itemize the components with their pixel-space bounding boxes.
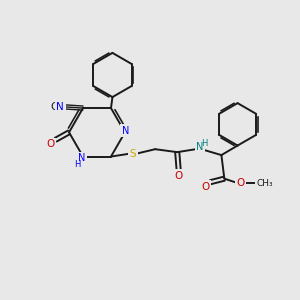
Text: N: N bbox=[122, 126, 129, 136]
Text: O: O bbox=[175, 171, 183, 181]
Text: H: H bbox=[74, 160, 81, 169]
Text: H: H bbox=[201, 139, 208, 148]
Text: O: O bbox=[236, 178, 245, 188]
Text: N: N bbox=[196, 142, 204, 152]
Text: O: O bbox=[201, 182, 209, 192]
Text: C: C bbox=[50, 102, 57, 112]
Text: N: N bbox=[56, 102, 64, 112]
Text: N: N bbox=[78, 153, 85, 163]
Text: S: S bbox=[130, 148, 136, 159]
Text: CH₃: CH₃ bbox=[256, 178, 273, 188]
Text: O: O bbox=[46, 139, 55, 149]
